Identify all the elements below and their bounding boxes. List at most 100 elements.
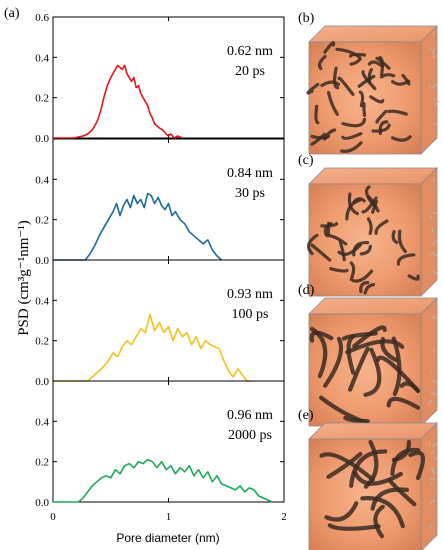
pore-channel	[341, 132, 363, 141]
wire-edge	[433, 211, 439, 215]
pore-channel	[348, 346, 370, 392]
wire-edge	[430, 392, 434, 395]
wire-edge	[433, 98, 436, 102]
wire-edge	[432, 83, 438, 88]
pore-channel	[366, 217, 373, 236]
pore-channel	[358, 90, 365, 108]
pore-channel	[375, 56, 391, 70]
pore-channel	[349, 57, 362, 66]
pore-channel	[359, 280, 370, 294]
annotation-diameter: 0.93 nm	[227, 287, 273, 302]
pore-channel	[346, 334, 356, 375]
pore-channel	[352, 197, 366, 204]
panel-label-c: (c)	[298, 153, 314, 168]
pore-channel	[380, 336, 399, 363]
pore-channel	[370, 487, 410, 511]
pore-channel	[391, 135, 412, 142]
wire-edge	[430, 499, 435, 504]
psd-line-4	[53, 458, 273, 503]
pore-channel	[396, 253, 416, 266]
subplot-1: 0.0 0.2 0.4 0.6 0.62 nm 20 ps	[35, 12, 285, 145]
x-axis-title: Pore diameter (nm)	[116, 531, 219, 545]
pore-channel	[375, 109, 388, 124]
pore-channel	[323, 222, 333, 236]
pore-channel	[391, 336, 402, 397]
pore-channel	[310, 243, 332, 262]
pore-channel	[390, 447, 421, 476]
y-tick-label: 0.2	[35, 215, 49, 227]
y-tick-label: 0.2	[35, 336, 49, 348]
structure-snapshots: (b) (c) (d) (e)	[298, 11, 440, 550]
pore-channel	[325, 233, 348, 246]
pore-channel	[337, 76, 355, 96]
cube-side-face	[420, 422, 438, 550]
pore-channel	[306, 233, 319, 256]
wire-edge	[434, 270, 439, 275]
wire-edge	[433, 123, 437, 125]
pore-channel	[340, 141, 363, 153]
pore-channel	[371, 123, 391, 133]
pore-channel	[401, 73, 411, 86]
pore-channel	[319, 395, 370, 426]
pore-channel	[335, 47, 361, 59]
wire-edge	[428, 399, 432, 405]
pore-channel	[399, 381, 421, 393]
panel-label-a: (a)	[4, 6, 20, 21]
y-tick-label: 0.4	[35, 52, 49, 64]
cube-top-face	[308, 25, 438, 43]
x-tick-label: 2	[281, 511, 287, 523]
pore-channel	[349, 449, 388, 488]
pore-channel	[320, 80, 341, 87]
pore-channel	[391, 439, 412, 462]
wire-edge	[432, 354, 434, 357]
pore-channel	[347, 192, 359, 216]
pore-channel	[397, 229, 407, 253]
cube-top-face	[308, 422, 438, 440]
x-tick-label: 1	[166, 511, 172, 523]
wire-edge	[433, 100, 440, 107]
y-axis-title: PSD (cm³g⁻¹nm⁻¹)	[16, 220, 32, 336]
pore-channel	[327, 523, 381, 531]
y-tick-label: 0.4	[35, 174, 49, 186]
pore-channel	[352, 240, 370, 257]
wire-edge	[432, 240, 438, 246]
pore-channel	[374, 219, 389, 235]
pore-channel	[320, 222, 339, 228]
wire-edge	[431, 379, 438, 383]
wire-edge	[429, 214, 433, 219]
pore-channel	[363, 439, 379, 489]
wire-edge	[432, 178, 437, 182]
wire-edge	[430, 449, 435, 454]
pore-channel	[373, 504, 385, 539]
pore-channel	[319, 452, 375, 482]
y-tick-label: 0.4	[35, 295, 49, 307]
subplot-2: 0.0 0.2 0.4 0.84 nm 30 ps	[35, 138, 285, 267]
annotation-time: 100 ps	[232, 307, 269, 322]
pore-channel	[314, 104, 320, 125]
wire-edge	[429, 478, 435, 480]
psd-line-2	[53, 192, 223, 261]
wire-edge	[429, 467, 435, 470]
cube-2: (c)	[298, 153, 439, 297]
cube-3: (d)	[298, 283, 438, 427]
wire-edge	[428, 440, 431, 446]
pore-channel	[367, 60, 384, 68]
pore-channel	[391, 230, 399, 244]
wire-edge	[430, 482, 432, 486]
annotation-diameter: 0.62 nm	[227, 44, 273, 59]
wire-edge	[433, 254, 438, 257]
cube-4: (e)	[298, 408, 439, 550]
pore-channel	[317, 55, 327, 71]
wire-edge	[429, 85, 431, 90]
psd-line-1	[53, 64, 183, 139]
y-tick-label: 0.0	[35, 497, 49, 509]
subplot-4: 0.0 0.2 0.4 0.96 nm 2000 ps	[35, 380, 285, 509]
pore-channel	[310, 134, 331, 140]
pore-channel	[359, 244, 372, 256]
y-tick-label: 0.2	[35, 457, 49, 469]
pore-channel	[306, 82, 320, 95]
pore-channel	[379, 73, 396, 79]
pore-channel	[386, 396, 421, 410]
pore-channel	[327, 91, 339, 116]
